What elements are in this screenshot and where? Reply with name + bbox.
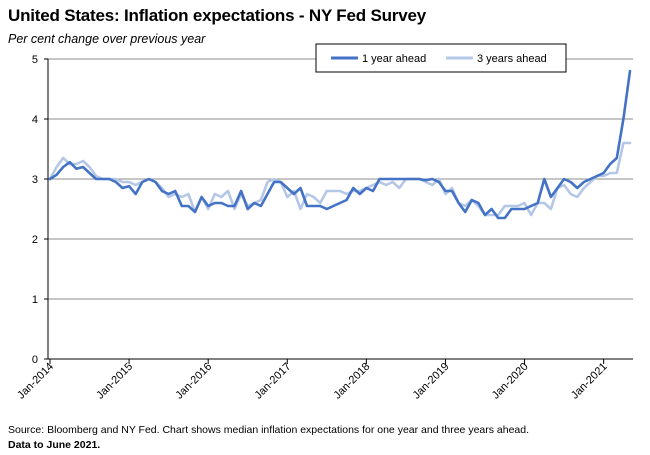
- axes: [47, 59, 633, 360]
- y-tick-label-5: 5: [32, 54, 38, 66]
- x-tick-label-jan-2017: Jan-2017: [252, 361, 293, 402]
- legend-label-1-year: 1 year ahead: [362, 53, 426, 65]
- y-tick-label-4: 4: [32, 114, 38, 126]
- x-axis-ticks: Jan-2014 Jan-2015 Jan-2016 Jan-2017 Jan-2018…: [15, 359, 610, 402]
- y-tick-label-2: 2: [32, 234, 38, 246]
- data-note: Data to June 2021.: [8, 439, 101, 451]
- chart-subtitle: Per cent change over previous year: [8, 32, 206, 46]
- legend-label-3-years: 3 years ahead: [477, 53, 547, 65]
- x-tick-label-jan-2018: Jan-2018: [332, 361, 373, 402]
- y-tick-label-0: 0: [32, 354, 38, 366]
- x-tick-label-jan-2015: Jan-2015: [94, 361, 135, 402]
- series-line-1-year-ahead: [48, 69, 632, 220]
- x-tick-label-jan-2020: Jan-2020: [490, 361, 531, 402]
- x-tick-label-jan-2014: Jan-2014: [15, 361, 56, 402]
- y-axis-ticks: 0 1 2 3 4 5: [32, 54, 48, 366]
- x-tick-label-jan-2021: Jan-2021: [569, 361, 610, 402]
- x-tick-label-jan-2016: Jan-2016: [173, 361, 214, 402]
- legend: 1 year ahead 3 years ahead: [315, 43, 567, 73]
- source-note: Source: Bloomberg and NY Fed. Chart show…: [8, 424, 530, 436]
- y-tick-label-1: 1: [32, 294, 38, 306]
- series-lines: [48, 69, 632, 220]
- y-tick-label-3: 3: [32, 174, 38, 186]
- chart-title: United States: Inflation expectations - …: [8, 6, 426, 25]
- x-tick-label-jan-2019: Jan-2019: [411, 361, 452, 402]
